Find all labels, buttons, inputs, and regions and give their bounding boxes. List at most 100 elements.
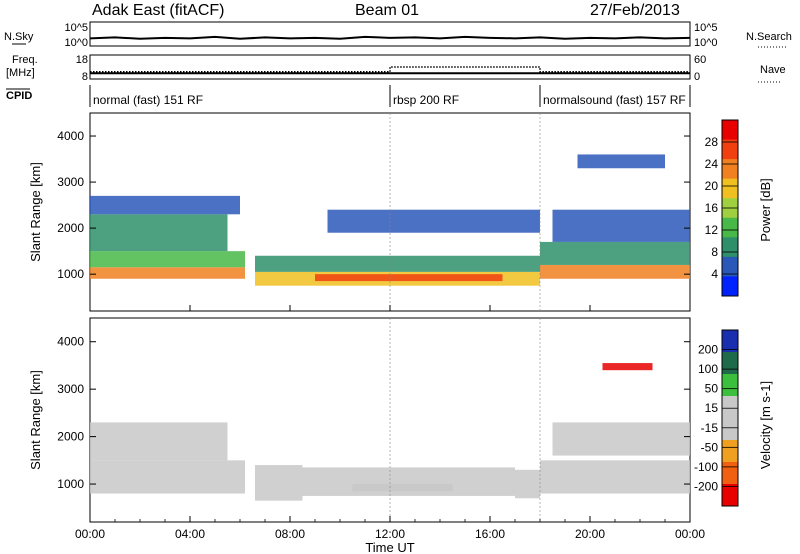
data-region — [90, 460, 245, 494]
colorbar-segment — [722, 217, 738, 238]
x-tick-label: 20:00 — [575, 527, 605, 541]
colorbar-tick-label: 8 — [711, 245, 718, 259]
cpid-mode-label: normal (fast) 151 RF — [93, 93, 203, 107]
nave-label: Nave — [760, 64, 786, 76]
x-tick-label: 12:00 — [375, 527, 405, 541]
data-region — [327, 209, 540, 233]
x-tick-label: 00:00 — [75, 527, 105, 541]
velocity-colorbar-label: Velocity [m s-1] — [758, 381, 773, 469]
colorbar-segment — [722, 440, 738, 463]
data-region — [540, 264, 690, 279]
data-region — [90, 251, 245, 268]
cpid-mode-label: normalsound (fast) 157 RF — [543, 93, 686, 107]
power-ylabel: Slant Range [km] — [28, 162, 43, 262]
colorbar-segment — [722, 139, 738, 160]
noise-ytick-right-bottom: 10^0 — [694, 37, 718, 49]
power-colorbar: 4 8 12 16 20 24 28 — [705, 119, 739, 297]
data-region — [255, 255, 540, 272]
data-region — [515, 469, 540, 499]
colorbar-segment — [722, 352, 738, 375]
power-colorbar-label: Power [dB] — [758, 178, 773, 242]
colorbar-tick-label: -200 — [694, 479, 718, 493]
date-title: 27/Feb/2013 — [590, 2, 680, 19]
colorbar-tick-label: 12 — [705, 223, 719, 237]
data-region — [90, 422, 228, 461]
colorbar-segment — [722, 256, 738, 277]
y-tick-label: 1000 — [57, 267, 84, 281]
velocity-ylabel: Slant Range [km] — [28, 370, 43, 470]
data-region — [352, 484, 453, 492]
freq-ytick-bottom: 8 — [82, 71, 88, 83]
velocity-colorbar: 200 100 50 15 -15 -50 -100 -200 — [694, 329, 739, 507]
y-tick-label: 2000 — [57, 430, 84, 444]
nave-ytick-bottom: 0 — [694, 71, 700, 83]
colorbar-tick-label: 4 — [711, 267, 718, 281]
freq-strip-frame — [89, 54, 691, 80]
nsky-label: N.Sky — [4, 31, 34, 43]
power-panel: 1000 2000 3000 4000 — [57, 112, 691, 312]
data-region — [552, 209, 690, 242]
noise-plot — [89, 35, 691, 40]
data-region — [90, 267, 245, 279]
data-region — [315, 274, 503, 282]
colorbar-frame — [721, 329, 739, 507]
nave-line — [90, 66, 690, 73]
colorbar-segment — [722, 484, 738, 507]
y-tick-label: 1000 — [57, 477, 84, 491]
x-tick-label: 04:00 — [175, 527, 205, 541]
noise-ytick-right-top: 10^5 — [694, 22, 718, 34]
data-region — [540, 241, 690, 265]
colorbar-segment — [722, 462, 738, 485]
data-region — [90, 195, 240, 215]
data-region — [90, 214, 228, 252]
y-tick-label: 4000 — [57, 335, 84, 349]
velocity-panel: 1000 2000 3000 4000 — [57, 317, 691, 523]
freq-plot — [90, 66, 690, 75]
y-tick-label: 3000 — [57, 175, 84, 189]
colorbar-segment — [722, 276, 738, 297]
data-region — [302, 467, 515, 496]
colorbar-tick-label: -100 — [694, 460, 718, 474]
colorbar-segment — [722, 330, 738, 353]
colorbar-segment — [722, 418, 738, 441]
nsearch-label: N.Search — [746, 31, 792, 43]
data-region — [577, 154, 665, 169]
noise-ytick-left-top: 10^5 — [64, 22, 88, 34]
cpid-strip: normal (fast) 151 RF rbsp 200 RF normalsou… — [89, 85, 691, 107]
noise-sky-line — [89, 35, 691, 40]
colorbar-tick-label: -15 — [701, 421, 719, 435]
data-region — [602, 363, 653, 371]
beam-title: Beam 01 — [355, 2, 419, 19]
colorbar-tick-label: -50 — [701, 440, 719, 454]
data-region — [552, 422, 690, 456]
nave-ytick-top: 60 — [694, 54, 706, 66]
colorbar-tick-label: 50 — [705, 382, 719, 396]
y-tick-label: 4000 — [57, 129, 84, 143]
freq-unit-label: [MHz] — [6, 67, 35, 79]
colorbar-segment — [722, 374, 738, 397]
colorbar-segment — [722, 159, 738, 180]
colorbar-tick-label: 16 — [705, 201, 719, 215]
x-tick-label: 16:00 — [475, 527, 505, 541]
colorbar-tick-label: 15 — [705, 401, 719, 415]
colorbar-tick-label: 100 — [698, 362, 718, 376]
x-axis: 00:00 04:00 08:00 12:00 16:00 20:00 00:00 — [75, 305, 705, 541]
noise-strip-frame — [89, 21, 691, 47]
colorbar-tick-label: 200 — [698, 343, 718, 357]
colorbar-segment — [722, 237, 738, 258]
colorbar-tick-label: 20 — [705, 179, 719, 193]
data-region — [540, 460, 690, 494]
colorbar-tick-label: 28 — [705, 135, 719, 149]
station-title: Adak East (fitACF) — [92, 2, 224, 19]
colorbar-segment — [722, 120, 738, 141]
noise-ytick-left-bottom: 10^0 — [64, 37, 88, 49]
colorbar-segment — [722, 178, 738, 199]
data-region — [255, 465, 303, 501]
y-tick-label: 3000 — [57, 382, 84, 396]
colorbar-segment — [722, 396, 738, 419]
cpid-mode-label: rbsp 200 RF — [393, 93, 459, 107]
colorbar-tick-label: 24 — [705, 157, 719, 171]
y-tick-label: 2000 — [57, 221, 84, 235]
x-axis-label: Time UT — [365, 540, 414, 554]
